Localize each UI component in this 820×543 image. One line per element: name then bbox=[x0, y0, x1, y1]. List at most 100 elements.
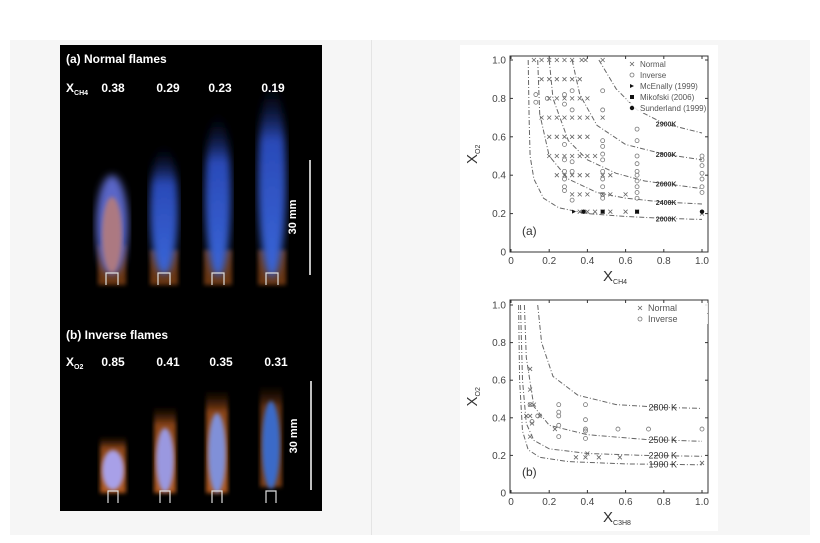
chart-b: 0 0.2 0.4 0.6 0.8 1.0 0 0.2 0.4 0.6 0.8 1.0 XC3H8 XO2… bbox=[464, 299, 709, 527]
x-axis-label: XC3H8 bbox=[603, 509, 631, 527]
legend-label: Inverse bbox=[640, 71, 667, 80]
marker-circle bbox=[533, 99, 539, 105]
chart-a: 0 0.2 0.4 0.6 0.8 1.0 0 0.2 0.4 0.6 0.8 1.0 XCH4 XO2 (… bbox=[464, 55, 709, 286]
isotherm-label: 2200 K bbox=[649, 451, 678, 461]
marker-cross bbox=[539, 115, 544, 120]
y-axis-label: XO2 bbox=[464, 387, 482, 406]
panel-divider bbox=[371, 40, 372, 535]
marker-circle bbox=[699, 153, 705, 159]
marker-circle bbox=[634, 161, 640, 167]
marker-circle bbox=[583, 436, 588, 441]
series-sunderland-1999- bbox=[581, 209, 705, 214]
marker-cross bbox=[527, 366, 533, 372]
marker-cross bbox=[554, 96, 560, 101]
marker-cross bbox=[527, 413, 533, 419]
marker-circle bbox=[634, 126, 640, 132]
legend-label: Normal bbox=[648, 303, 677, 313]
plot-frame bbox=[509, 299, 709, 494]
legend-label: Inverse bbox=[648, 314, 678, 324]
isotherm-label: 2800K bbox=[656, 152, 677, 159]
marker-cross bbox=[577, 172, 583, 178]
inverse-value-3: 0.35 bbox=[209, 355, 233, 369]
marker-circle bbox=[535, 413, 541, 419]
marker-square bbox=[635, 209, 640, 214]
marker-circle bbox=[569, 197, 575, 203]
marker-cross bbox=[608, 172, 613, 178]
marker-cross bbox=[596, 454, 602, 460]
legend-bg bbox=[636, 303, 708, 313]
y-tick-label: 0.8 bbox=[492, 94, 506, 105]
marker-cross bbox=[585, 153, 590, 159]
marker-cross bbox=[637, 305, 643, 311]
marker-circle bbox=[699, 163, 705, 168]
isotherm-label: 2600K bbox=[656, 182, 677, 189]
marker-circle bbox=[600, 107, 606, 113]
marker-circle bbox=[699, 190, 705, 195]
isotherm-curve bbox=[537, 304, 703, 409]
marker-circle bbox=[634, 138, 640, 144]
x-tick-label: 0.4 bbox=[580, 497, 594, 508]
marker-cross bbox=[585, 115, 590, 120]
legend-bg bbox=[628, 92, 700, 102]
marker-square bbox=[600, 209, 605, 214]
marker-circle bbox=[634, 190, 640, 195]
marker-circle bbox=[569, 88, 575, 94]
normal-var-label: XCH4 bbox=[66, 81, 88, 97]
marker-circle bbox=[527, 402, 533, 408]
marker-circle bbox=[562, 157, 567, 163]
marker-cross bbox=[569, 192, 575, 197]
marker-dot bbox=[581, 209, 586, 214]
marker-cross bbox=[562, 76, 567, 82]
isotherm-label: 2800 K bbox=[649, 402, 678, 412]
legend-label: Sunderland (1999) bbox=[640, 104, 707, 113]
marker-circle bbox=[529, 419, 535, 424]
legend-bg bbox=[628, 70, 700, 80]
isotherm-label: 1900 K bbox=[649, 459, 678, 469]
marker-circle bbox=[583, 426, 588, 432]
marker-cross bbox=[585, 209, 590, 214]
marker-circle bbox=[699, 170, 705, 176]
marker-cross bbox=[585, 451, 590, 456]
series-inverse bbox=[533, 88, 705, 203]
marker-cross bbox=[531, 402, 537, 407]
panel-label: (a) bbox=[522, 224, 537, 238]
marker-circle bbox=[600, 144, 606, 149]
normal-value-3: 0.23 bbox=[208, 81, 232, 95]
marker-circle bbox=[634, 184, 640, 190]
inverse-value-2: 0.41 bbox=[156, 355, 180, 369]
inverse-value-4: 0.31 bbox=[264, 355, 288, 369]
marker-cross bbox=[562, 96, 567, 101]
marker-circle bbox=[583, 402, 588, 408]
marker-cross bbox=[539, 76, 544, 82]
legend-label: Normal bbox=[640, 60, 666, 69]
y-tick-label: 0.6 bbox=[492, 132, 506, 143]
isotherm-label: 2500 K bbox=[649, 435, 678, 445]
marker-cross bbox=[531, 57, 537, 63]
y-tick-label: 0.8 bbox=[492, 338, 506, 349]
marker-circle bbox=[629, 72, 635, 78]
marker-circle bbox=[600, 184, 606, 190]
marker-cross bbox=[523, 413, 529, 419]
isotherm-curve bbox=[537, 59, 703, 205]
marker-cross bbox=[562, 134, 567, 140]
marker-cross bbox=[585, 192, 590, 197]
x-tick-label: 0.2 bbox=[542, 256, 556, 267]
marker-triangle bbox=[572, 209, 577, 214]
marker-cross bbox=[577, 209, 583, 214]
normal-value-1: 0.38 bbox=[101, 81, 125, 95]
series-mikofski-2006- bbox=[600, 209, 640, 214]
marker-circle bbox=[699, 157, 705, 163]
marker-cross bbox=[569, 76, 575, 82]
marker-circle bbox=[600, 195, 606, 201]
marker-cross bbox=[554, 134, 560, 140]
marker-cross bbox=[569, 134, 575, 140]
panel-label: (b) bbox=[522, 465, 537, 479]
legend-label: McEnally (1999) bbox=[640, 82, 698, 91]
marker-cross bbox=[592, 153, 598, 159]
marker-cross bbox=[583, 454, 588, 460]
marker-circle bbox=[634, 172, 640, 178]
marker-cross bbox=[629, 61, 635, 67]
marker-cross bbox=[608, 192, 613, 197]
series-inverse bbox=[527, 402, 705, 441]
legend-bg bbox=[628, 103, 700, 113]
